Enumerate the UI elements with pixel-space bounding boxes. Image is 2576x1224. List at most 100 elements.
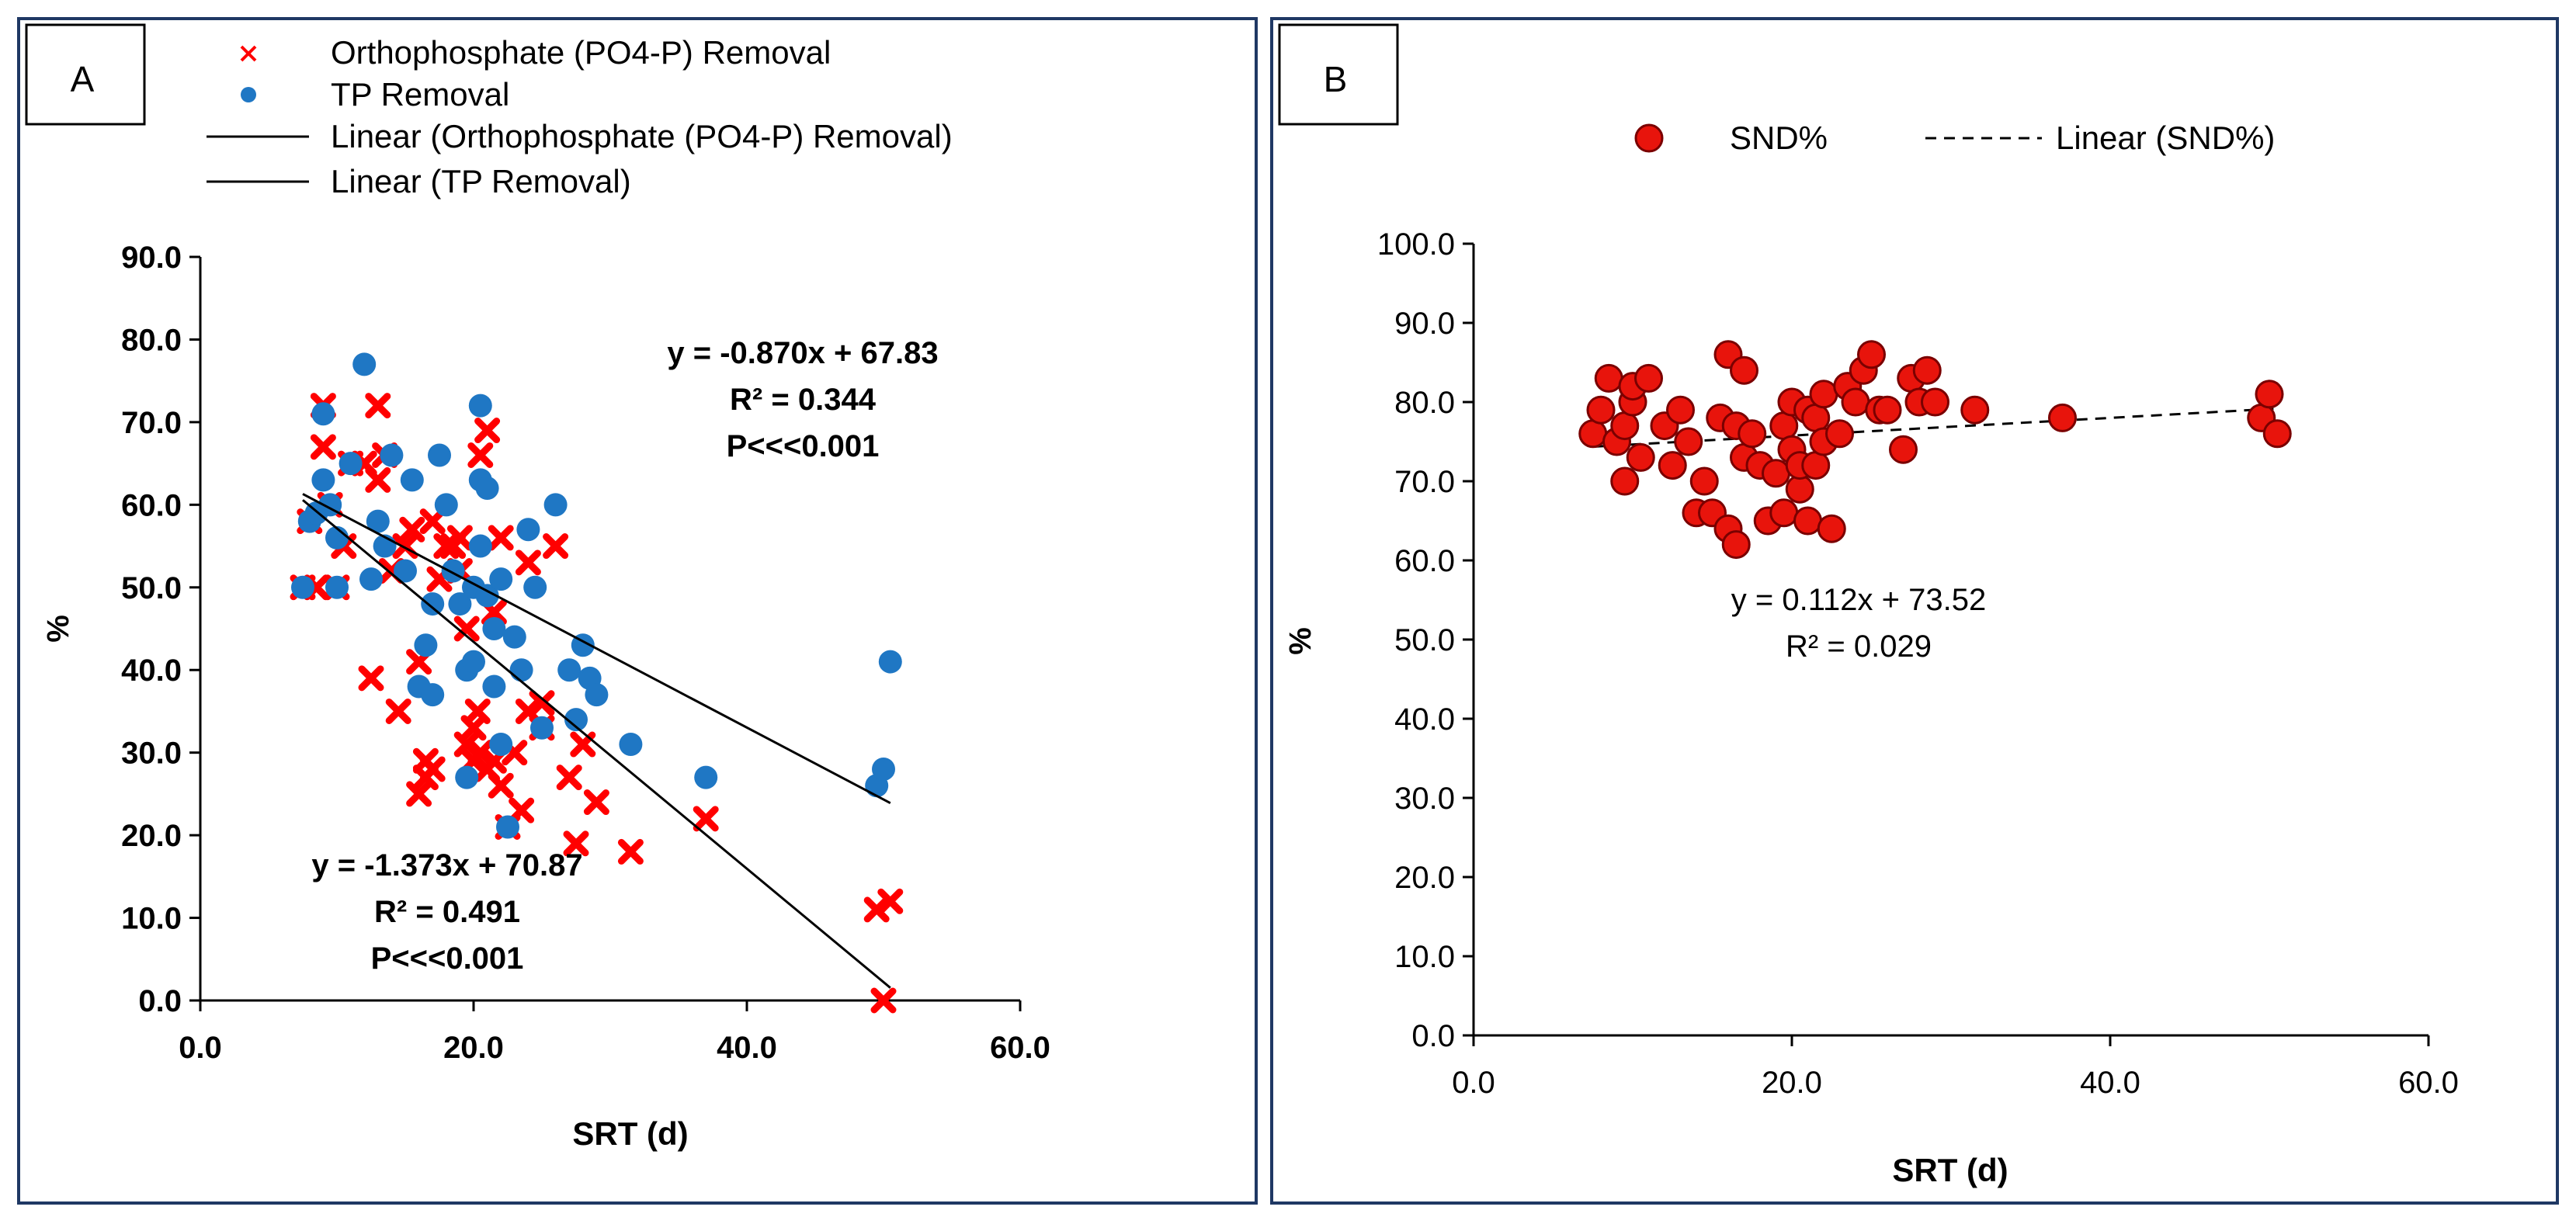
snd-equation: y = 0.112x + 73.52 R² = 0.029 [1731, 583, 1986, 664]
b-point-0-37 [1801, 451, 1831, 480]
b-y-tick-label: 50.0 [1394, 623, 1455, 657]
b-y-tick-label: 0.0 [1411, 1019, 1455, 1053]
a-point-0-45 [564, 708, 588, 732]
a-point-0-20 [428, 443, 451, 467]
b-point-0-40 [1817, 514, 1846, 543]
a-point-0-40 [488, 772, 514, 799]
a-point-0-36 [474, 418, 501, 444]
b-point-0-2 [1594, 363, 1623, 393]
b-point-0-51 [1912, 355, 1942, 385]
b-point-0-27 [1762, 459, 1790, 488]
a-point-0-34 [467, 740, 494, 766]
b-point-0-53 [1960, 395, 1990, 425]
a-point-0-25 [433, 533, 460, 560]
a-point-0-11 [366, 509, 390, 533]
b-point-0-13 [1674, 427, 1703, 456]
a-point-0-50 [556, 765, 582, 791]
legend-a-tp-linear-label: Linear (TP Removal) [331, 163, 631, 199]
a-point-0-36 [489, 733, 513, 757]
trendlines-a [302, 493, 891, 989]
a-point-0-6 [325, 575, 349, 599]
a-point-0-56 [863, 896, 890, 923]
a-point-0-29 [468, 534, 492, 558]
b-y-tick-label: 90.0 [1394, 307, 1455, 341]
a-y-tick-label: 50.0 [121, 571, 182, 605]
a-y-tick-label: 70.0 [121, 406, 182, 440]
legend-a-po4-linear-label: Linear (Orthophosphate (PO4-P) Removal) [331, 118, 953, 154]
a-point-0-11 [365, 466, 391, 493]
a-point-0-22 [441, 559, 465, 583]
snd-equation-text: y = 0.112x + 73.52 [1731, 583, 1986, 617]
a-point-0-21 [434, 493, 458, 517]
a-point-0-15 [385, 698, 411, 724]
a-x-tick-label: 0.0 [179, 1031, 222, 1065]
b-y-tick-label: 10.0 [1394, 940, 1455, 974]
tp-equation: y = -0.870x + 67.83 R² = 0.344 P<<<0.001 [667, 336, 938, 463]
legend-b-snd-label: SND% [1730, 120, 1828, 156]
b-point-0-5 [1610, 411, 1640, 441]
po4-equation: y = -1.373x + 70.87 R² = 0.491 P<<<0.001 [311, 848, 582, 976]
po4-equation-text: y = -1.373x + 70.87 [311, 848, 582, 882]
b-point-0-38 [1809, 380, 1838, 409]
a-point-0-33 [482, 617, 506, 640]
b-y-tick-label: 60.0 [1394, 544, 1455, 578]
a-point-0-49 [543, 533, 569, 560]
tp-p-text: P<<<0.001 [727, 429, 880, 463]
a-point-0-49 [619, 733, 643, 757]
b-point-0-1 [1586, 395, 1616, 425]
a-point-0-52 [872, 757, 895, 781]
b-point-0-28 [1769, 411, 1799, 441]
a-point-0-4 [311, 402, 335, 426]
b-point-0-15 [1689, 466, 1719, 496]
ticks-a: 0.0 10.0 20.0 30.0 40.0 50.0 60.0 70.0 80.0 90.0 0… [121, 241, 1050, 1065]
a-point-0-55 [693, 806, 719, 832]
a-point-0-28 [468, 394, 492, 418]
panel-a: A Orthophosphate (PO4-P) Removal TP Remo… [17, 17, 1258, 1205]
a-point-0-41 [523, 575, 547, 599]
b-point-0-4 [1610, 466, 1640, 496]
b-point-0-35 [1793, 506, 1822, 536]
a-point-0-15 [400, 468, 424, 492]
a-point-0-12 [365, 393, 391, 419]
a-point-0-35 [489, 567, 513, 591]
b-point-0-57 [2262, 419, 2292, 449]
panel-b: B SND% Linear (SND%) 0.0 10.0 20.0 30.0 40.0… [1270, 17, 2559, 1205]
b-point-0-48 [1889, 435, 1918, 464]
b-point-0-56 [2255, 380, 2284, 409]
a-point-0-9 [352, 352, 377, 376]
b-x-tick-label: 0.0 [1452, 1066, 1495, 1100]
a-point-0-50 [694, 765, 718, 789]
a-y-tick-label: 20.0 [121, 819, 182, 853]
b-x-tick-label: 40.0 [2080, 1066, 2140, 1100]
legend-a-po4-label: Orthophosphate (PO4-P) Removal [331, 34, 831, 71]
b-point-0-0 [1578, 419, 1608, 449]
a-point-0-17 [399, 516, 425, 543]
a-point-0-51 [563, 830, 589, 857]
b-point-0-52 [1921, 387, 1949, 417]
b-y-tick-label: 30.0 [1394, 782, 1455, 816]
a-point-0-19 [421, 592, 445, 616]
a-point-0-29 [453, 615, 480, 642]
b-point-0-23 [1730, 355, 1758, 385]
a-point-0-0 [291, 575, 314, 599]
a-point-0-53 [583, 789, 609, 816]
a-point-0-43 [543, 493, 568, 517]
a-x-tick-label: 20.0 [443, 1031, 504, 1065]
legend-a-tp-label: TP Removal [331, 76, 509, 113]
po4-p-text: P<<<0.001 [371, 941, 524, 976]
a-point-0-18 [421, 683, 445, 707]
b-y-tick-label: 40.0 [1394, 702, 1455, 737]
a-point-0-10 [359, 567, 383, 591]
a-point-0-46 [515, 550, 541, 576]
a-point-0-30 [453, 731, 480, 758]
a-y-tick-label: 0.0 [138, 984, 182, 1018]
legend-a-po4-marker [240, 45, 257, 62]
y-axis-title-b: % [1283, 627, 1318, 655]
panel-b-label-box [1278, 23, 1399, 126]
a-point-0-33 [464, 698, 491, 724]
b-point-0-29 [1769, 498, 1799, 528]
b-trendline-0 [1592, 407, 2278, 449]
a-point-0-4 [310, 434, 336, 460]
snd-r2-text: R² = 0.029 [1786, 629, 1932, 664]
y-axis-title-a: % [41, 615, 75, 643]
